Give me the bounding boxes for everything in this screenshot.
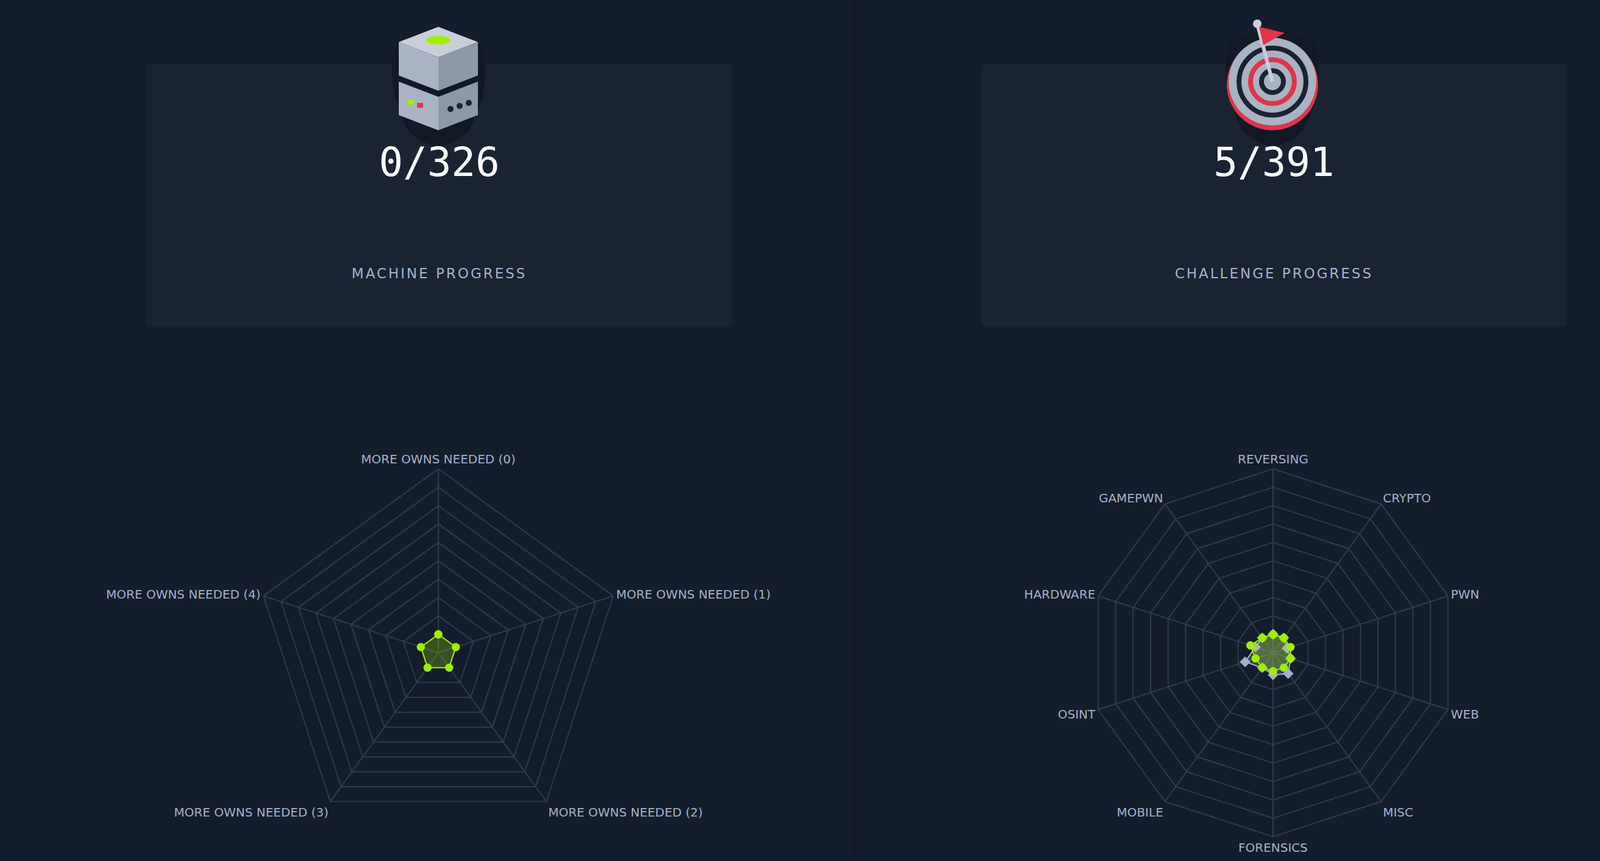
svg-text:MORE OWNS NEEDED (3): MORE OWNS NEEDED (3) [174,804,329,820]
html-text:0/326: 0/326 [378,138,500,186]
svg-text:PWN: PWN [1450,586,1480,602]
svg-text:REVERSING: REVERSING [1237,451,1309,467]
svg-text:OSINT: OSINT [1058,706,1096,722]
svg-text:FORENSICS: FORENSICS [1238,840,1308,855]
svg-text:HARDWARE: HARDWARE [1024,586,1096,602]
html-text:5/391: 5/391 [1213,138,1335,186]
html-text:MACHINE PROGRESS: MACHINE PROGRESS [351,265,527,282]
svg-text:MORE OWNS NEEDED (2): MORE OWNS NEEDED (2) [547,804,703,820]
svg-text:MORE OWNS NEEDED (4): MORE OWNS NEEDED (4) [105,586,261,602]
svg-text:WEB: WEB [1450,706,1479,722]
svg-text:GAMEPWN: GAMEPWN [1098,490,1164,506]
svg-text:MOBILE: MOBILE [1116,804,1163,820]
svg-text:MISC: MISC [1382,804,1414,820]
svg-text:CRYPTO: CRYPTO [1382,490,1431,506]
svg-text:MORE OWNS NEEDED (0): MORE OWNS NEEDED (0) [361,451,516,467]
html-text:CHALLENGE PROGRESS: CHALLENGE PROGRESS [1174,265,1374,282]
svg-text:MORE OWNS NEEDED (1): MORE OWNS NEEDED (1) [616,586,771,602]
